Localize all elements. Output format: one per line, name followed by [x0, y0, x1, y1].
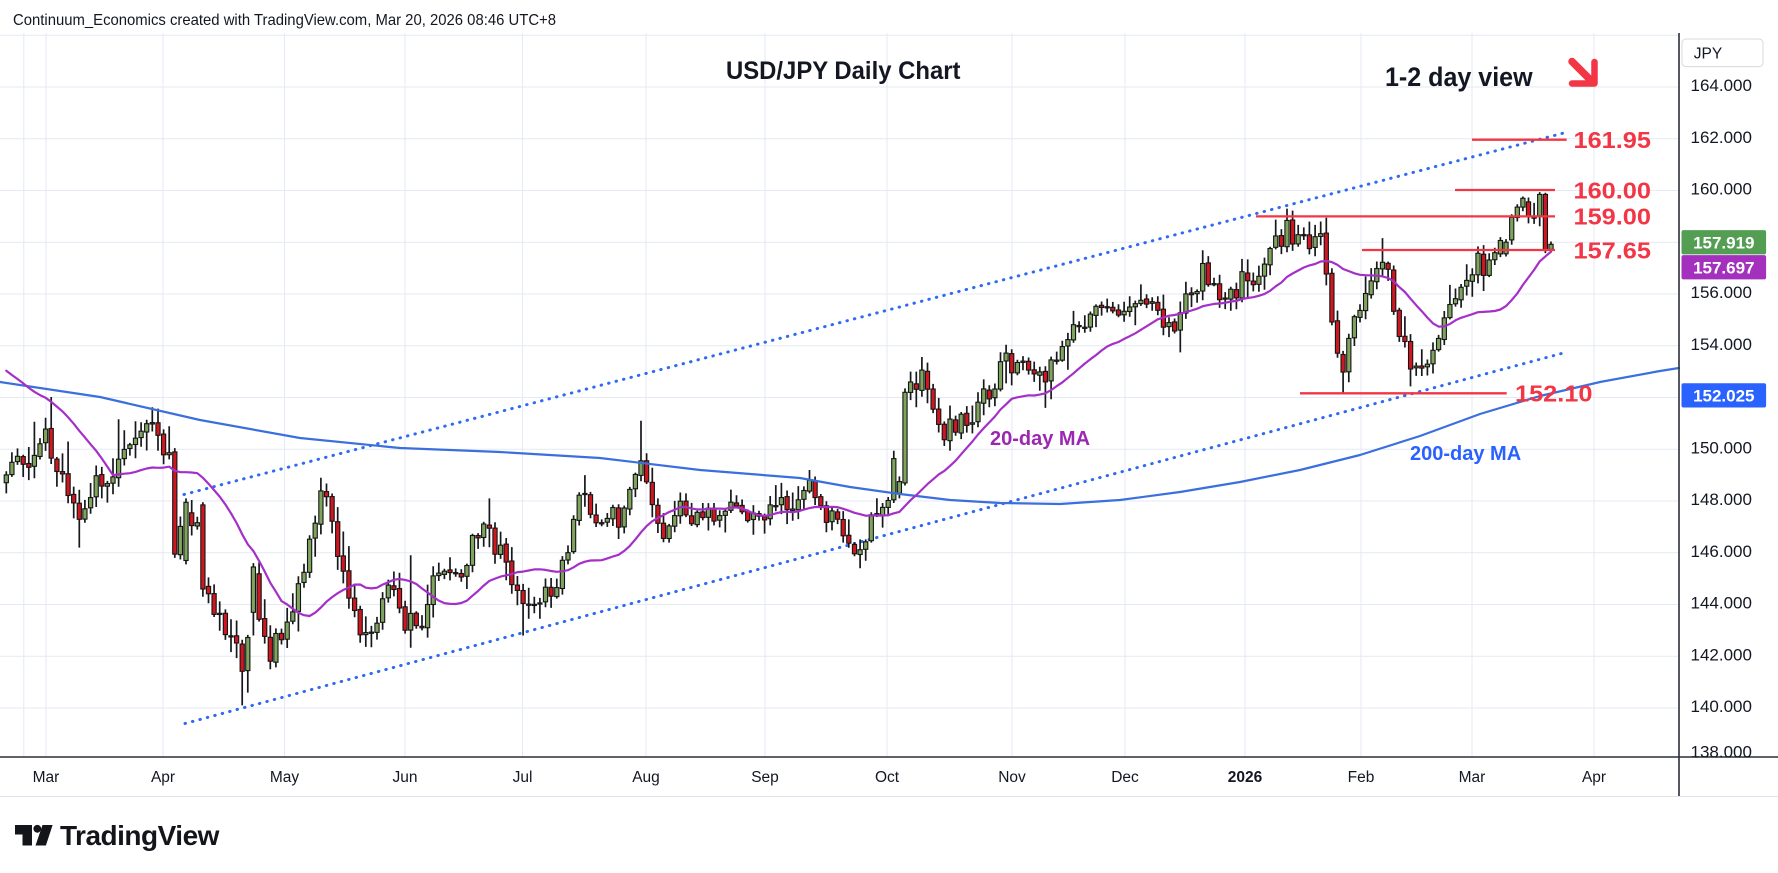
svg-text:148.000: 148.000 — [1691, 490, 1752, 509]
svg-text:Aug: Aug — [632, 769, 660, 786]
svg-text:140.000: 140.000 — [1691, 697, 1752, 716]
svg-text:Oct: Oct — [875, 769, 900, 786]
svg-text:157.697: 157.697 — [1693, 258, 1754, 277]
svg-text:142.000: 142.000 — [1691, 646, 1752, 665]
svg-text:150.000: 150.000 — [1691, 438, 1752, 457]
svg-text:157.919: 157.919 — [1693, 233, 1754, 252]
svg-text:USD/JPY Daily Chart: USD/JPY Daily Chart — [726, 57, 961, 85]
svg-text:JPY: JPY — [1694, 45, 1722, 62]
svg-text:TradingView: TradingView — [60, 820, 220, 851]
svg-text:154.000: 154.000 — [1691, 335, 1752, 354]
svg-text:152.025: 152.025 — [1693, 386, 1754, 405]
svg-text:152.10: 152.10 — [1515, 381, 1593, 407]
svg-text:2026: 2026 — [1228, 769, 1263, 786]
svg-text:Jul: Jul — [513, 769, 533, 786]
svg-text:1-2 day view: 1-2 day view — [1385, 62, 1534, 92]
svg-text:Feb: Feb — [1348, 769, 1375, 786]
svg-text:Mar: Mar — [1459, 769, 1486, 786]
svg-text:146.000: 146.000 — [1691, 542, 1752, 561]
svg-text:160.00: 160.00 — [1574, 177, 1652, 203]
svg-text:138.000: 138.000 — [1691, 743, 1752, 762]
svg-text:Dec: Dec — [1111, 769, 1139, 786]
svg-text:Apr: Apr — [151, 769, 175, 786]
svg-text:144.000: 144.000 — [1691, 594, 1752, 613]
svg-text:Nov: Nov — [998, 769, 1026, 786]
svg-text:159.00: 159.00 — [1574, 204, 1652, 230]
svg-text:157.65: 157.65 — [1574, 237, 1652, 263]
svg-text:20-day MA: 20-day MA — [990, 428, 1090, 450]
svg-text:May: May — [270, 769, 300, 786]
svg-text:156.000: 156.000 — [1691, 283, 1752, 302]
svg-text:164.000: 164.000 — [1691, 76, 1752, 95]
svg-text:160.000: 160.000 — [1691, 180, 1752, 199]
svg-text:Continuum_Economics created wi: Continuum_Economics created with Trading… — [13, 12, 556, 29]
svg-text:162.000: 162.000 — [1691, 128, 1752, 147]
svg-text:Apr: Apr — [1582, 769, 1606, 786]
svg-text:Sep: Sep — [751, 769, 779, 786]
svg-text:161.95: 161.95 — [1574, 127, 1652, 153]
svg-text:Mar: Mar — [33, 769, 60, 786]
svg-text:200-day MA: 200-day MA — [1410, 443, 1521, 465]
svg-text:Jun: Jun — [393, 769, 418, 786]
